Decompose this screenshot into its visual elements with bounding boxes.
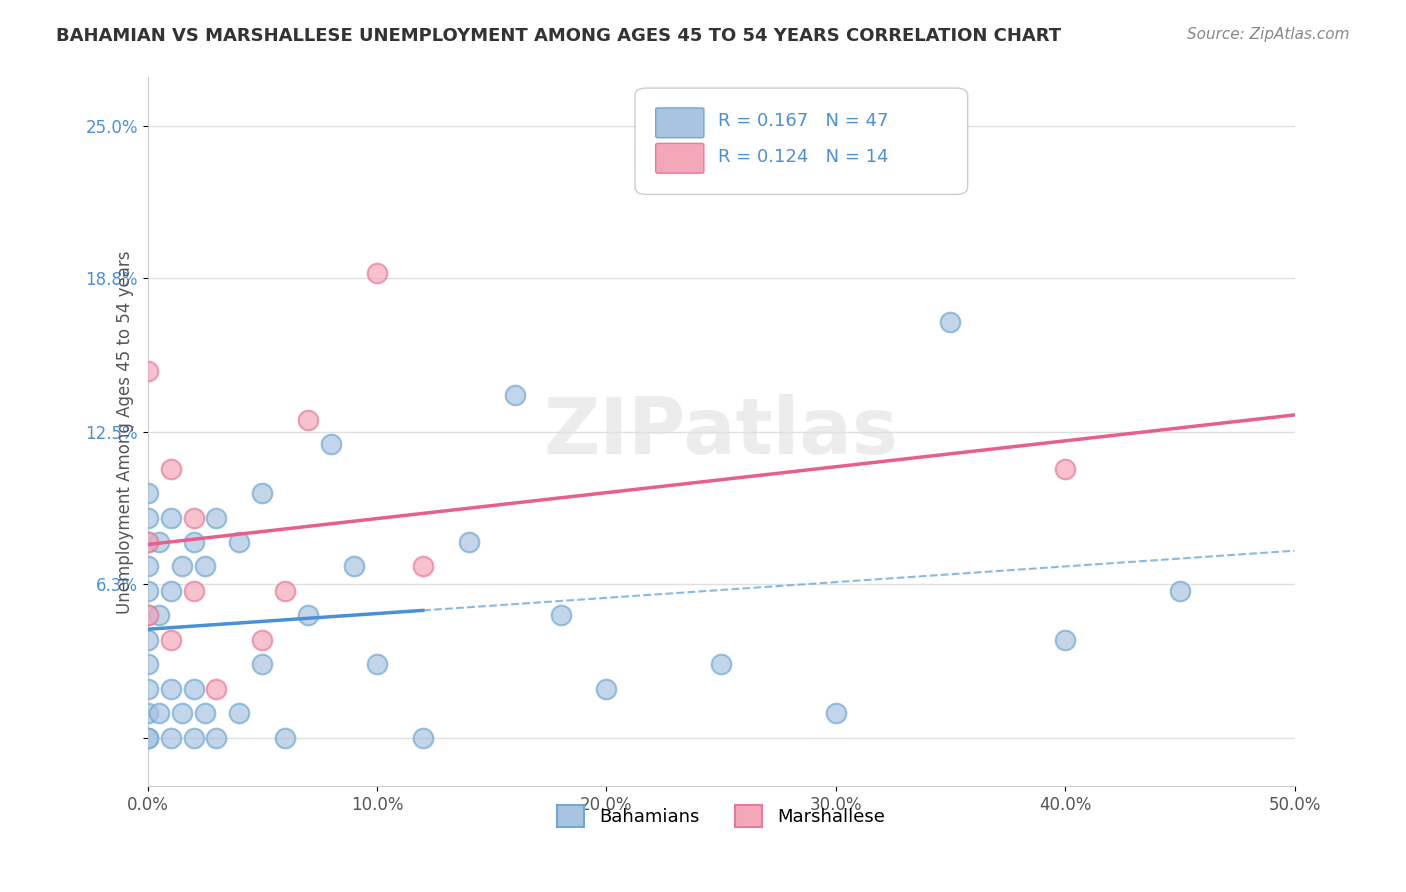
Text: BAHAMIAN VS MARSHALLESE UNEMPLOYMENT AMONG AGES 45 TO 54 YEARS CORRELATION CHART: BAHAMIAN VS MARSHALLESE UNEMPLOYMENT AMO… (56, 27, 1062, 45)
Point (205, 681, 228, 696)
Point (412, 559, 434, 574)
Point (274, 583, 297, 598)
Point (550, 608, 572, 623)
Point (412, 731, 434, 745)
Point (297, 413, 319, 427)
Point (1054, 632, 1077, 647)
Point (457, 535, 479, 549)
Point (595, 681, 617, 696)
Point (136, 657, 159, 672)
Point (183, 681, 205, 696)
Point (343, 559, 366, 574)
Text: ZIPatlas: ZIPatlas (544, 394, 898, 470)
Point (503, 388, 526, 402)
Point (194, 559, 217, 574)
Point (136, 583, 159, 598)
Point (1168, 583, 1191, 598)
Point (136, 632, 159, 647)
Point (148, 608, 170, 623)
FancyBboxPatch shape (636, 88, 967, 194)
Point (228, 535, 250, 549)
Point (228, 706, 250, 720)
Point (159, 461, 181, 475)
Point (205, 510, 228, 524)
Text: R = 0.124   N = 14: R = 0.124 N = 14 (717, 148, 889, 166)
Point (297, 608, 319, 623)
Point (824, 706, 846, 720)
Point (366, 266, 388, 280)
Text: Source: ZipAtlas.com: Source: ZipAtlas.com (1187, 27, 1350, 42)
Point (252, 486, 274, 500)
Point (136, 731, 159, 745)
Point (148, 706, 170, 720)
Point (710, 657, 733, 672)
Point (136, 364, 159, 378)
Point (136, 706, 159, 720)
Text: R = 0.167   N = 47: R = 0.167 N = 47 (717, 112, 889, 130)
Point (183, 535, 205, 549)
Point (183, 731, 205, 745)
Point (205, 731, 228, 745)
Point (939, 315, 962, 329)
Point (159, 583, 181, 598)
Point (183, 510, 205, 524)
Point (194, 706, 217, 720)
Point (183, 583, 205, 598)
Legend: Bahamians, Marshallese: Bahamians, Marshallese (550, 797, 891, 834)
Point (252, 632, 274, 647)
Point (136, 608, 159, 623)
Point (136, 486, 159, 500)
Point (136, 535, 159, 549)
Point (159, 632, 181, 647)
FancyBboxPatch shape (655, 108, 704, 137)
Point (136, 559, 159, 574)
Point (136, 681, 159, 696)
Point (159, 510, 181, 524)
Point (366, 657, 388, 672)
Point (148, 535, 170, 549)
Point (170, 559, 193, 574)
Point (136, 510, 159, 524)
Point (136, 608, 159, 623)
Point (274, 731, 297, 745)
Point (1054, 461, 1077, 475)
Point (252, 657, 274, 672)
Point (159, 681, 181, 696)
Point (136, 535, 159, 549)
FancyBboxPatch shape (655, 144, 704, 173)
Point (321, 437, 343, 451)
Y-axis label: Unemployment Among Ages 45 to 54 years: Unemployment Among Ages 45 to 54 years (115, 251, 134, 614)
Point (159, 731, 181, 745)
Point (170, 706, 193, 720)
Point (136, 731, 159, 745)
